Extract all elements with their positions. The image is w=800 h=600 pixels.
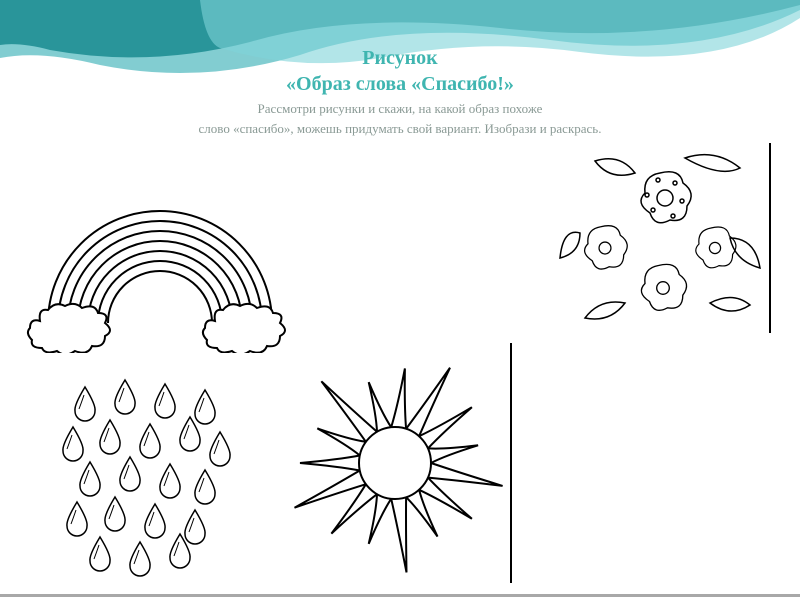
title-line1: Рисунок — [362, 47, 437, 69]
instruction-line1: Рассмотри рисунки и скажи, на какой обра… — [258, 101, 543, 116]
instruction: Рассмотри рисунки и скажи, на какой обра… — [0, 99, 800, 138]
flowers-image — [555, 143, 775, 333]
rainbow-image — [20, 153, 300, 353]
title-line2: «Образ слова «Спасибо!» — [286, 73, 514, 95]
title: Рисунок «Образ слова «Спасибо!» — [0, 45, 800, 97]
content-area — [0, 148, 800, 598]
bottom-border — [0, 594, 800, 597]
raindrops-image — [55, 378, 235, 578]
sun-image — [275, 343, 515, 583]
header: Рисунок «Образ слова «Спасибо!» Рассмотр… — [0, 0, 800, 148]
instruction-line2: слово «спасибо», можешь придумать свой в… — [199, 121, 602, 136]
